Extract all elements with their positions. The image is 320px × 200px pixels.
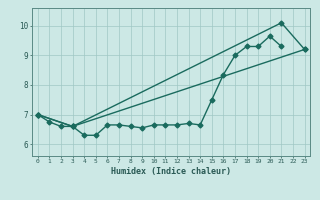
X-axis label: Humidex (Indice chaleur): Humidex (Indice chaleur) [111,167,231,176]
